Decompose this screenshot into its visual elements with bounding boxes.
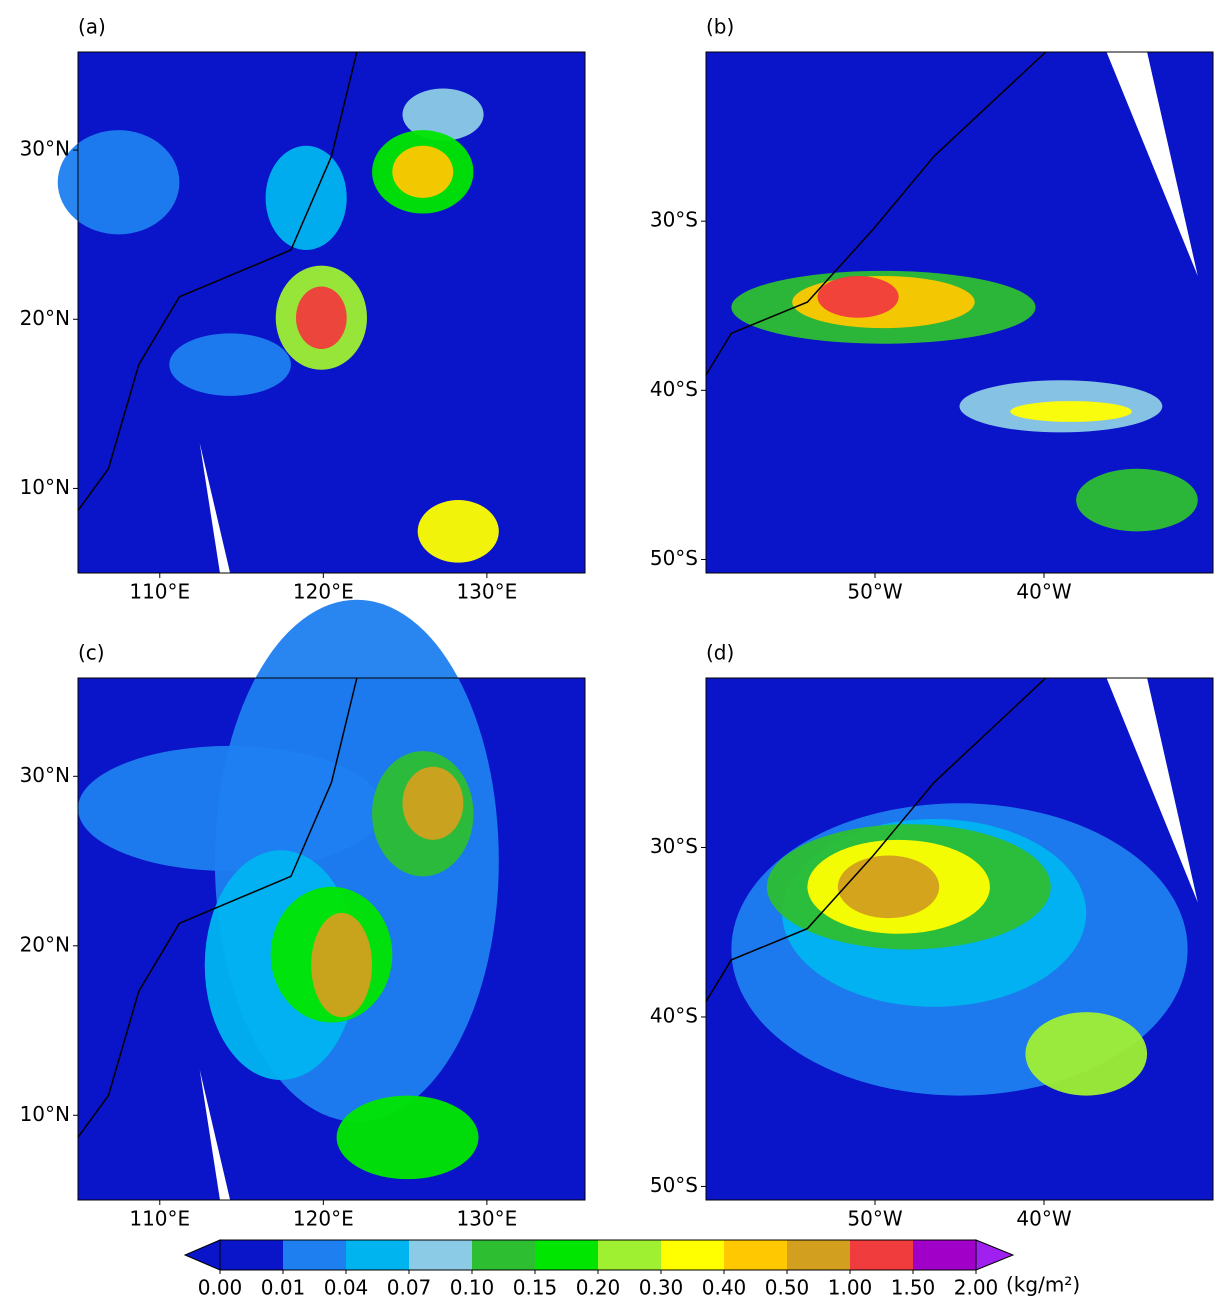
y-tick-label: 40°S bbox=[650, 1003, 698, 1027]
precip-area bbox=[402, 766, 464, 840]
colorbar-under bbox=[183, 1239, 221, 1271]
swath-gap bbox=[1106, 52, 1198, 277]
colorbar-segment bbox=[661, 1240, 725, 1270]
y-tick-label: 10°N bbox=[20, 475, 70, 499]
x-tick-label: 40°W bbox=[1016, 1207, 1071, 1231]
precip-area bbox=[417, 500, 499, 563]
y-tick-label: 40°S bbox=[650, 377, 698, 401]
x-tick-label: 110°E bbox=[129, 580, 190, 604]
precip-area bbox=[336, 1095, 479, 1180]
precip-area bbox=[1076, 468, 1198, 532]
colorbar-tick-label: 0.20 bbox=[576, 1276, 621, 1300]
y-tick-label: 30°S bbox=[650, 834, 698, 858]
x-tick-label: 130°E bbox=[456, 1207, 517, 1231]
y-tick-label: 20°N bbox=[20, 306, 70, 330]
colorbar-segment bbox=[598, 1240, 662, 1270]
coastline bbox=[77, 51, 358, 511]
panel-frame bbox=[705, 677, 1214, 1201]
map-panel bbox=[57, 51, 586, 574]
map-panel bbox=[77, 599, 586, 1201]
panel-label: (b) bbox=[706, 15, 734, 39]
swath-gap bbox=[1106, 678, 1198, 903]
precip-area bbox=[169, 333, 291, 396]
x-tick-label: 40°W bbox=[1016, 580, 1071, 604]
map-panel bbox=[705, 677, 1214, 1201]
y-tick-label: 30°N bbox=[20, 763, 70, 787]
colorbar-segment bbox=[787, 1240, 851, 1270]
colorbar-tick-label: 0.01 bbox=[261, 1276, 306, 1300]
precip-area bbox=[1025, 1012, 1148, 1096]
colorbar-tick-label: 0.10 bbox=[450, 1276, 495, 1300]
panel-label: (c) bbox=[78, 641, 105, 665]
panel-label: (d) bbox=[706, 641, 734, 665]
swath-gap bbox=[199, 442, 231, 573]
colorbar-segment bbox=[409, 1240, 473, 1270]
colorbar-tick-label: 1.00 bbox=[828, 1276, 873, 1300]
precip-area bbox=[1010, 401, 1132, 422]
x-tick-label: 130°E bbox=[456, 580, 517, 604]
panel-frame bbox=[77, 677, 586, 1201]
coastline bbox=[705, 51, 1047, 376]
x-tick-label: 120°E bbox=[293, 580, 354, 604]
y-tick-label: 10°N bbox=[20, 1102, 70, 1126]
colorbar-over bbox=[975, 1239, 1015, 1271]
colorbar-tick-label: 0.15 bbox=[513, 1276, 558, 1300]
colorbar-segment bbox=[346, 1240, 410, 1270]
colorbar-segment bbox=[850, 1240, 914, 1270]
x-tick-label: 50°W bbox=[847, 1207, 902, 1231]
precip-area bbox=[837, 855, 940, 919]
y-tick-label: 50°S bbox=[650, 1173, 698, 1197]
precip-area bbox=[817, 276, 899, 318]
colorbar-tick-label: 0.07 bbox=[387, 1276, 432, 1300]
swath-gap bbox=[199, 1069, 231, 1200]
colorbar-segment bbox=[220, 1240, 284, 1270]
colorbar-tick-label: 0.30 bbox=[639, 1276, 684, 1300]
y-tick-label: 20°N bbox=[20, 932, 70, 956]
y-tick-label: 30°N bbox=[20, 137, 70, 161]
x-tick-label: 120°E bbox=[293, 1207, 354, 1231]
precip-area bbox=[296, 286, 347, 349]
y-tick-label: 30°S bbox=[650, 208, 698, 232]
panel-frame bbox=[705, 51, 1214, 574]
panel-frame bbox=[77, 51, 586, 574]
colorbar-tick-label: 0.50 bbox=[765, 1276, 810, 1300]
x-tick-label: 110°E bbox=[129, 1207, 190, 1231]
colorbar-segment bbox=[283, 1240, 347, 1270]
precip-area bbox=[402, 88, 484, 141]
coastline bbox=[77, 677, 358, 1138]
x-tick-label: 50°W bbox=[847, 580, 902, 604]
colorbar-tick-label: 0.00 bbox=[198, 1276, 243, 1300]
precip-area bbox=[265, 145, 347, 250]
colorbar-tick-label: 0.04 bbox=[324, 1276, 369, 1300]
colorbar-tick-label: 0.40 bbox=[702, 1276, 747, 1300]
panel-label: (a) bbox=[78, 15, 106, 39]
precip-area bbox=[392, 145, 454, 198]
colorbar-segment bbox=[472, 1240, 536, 1270]
precip-area bbox=[57, 130, 180, 235]
colorbar-segment bbox=[724, 1240, 788, 1270]
coastline bbox=[705, 677, 1047, 1003]
y-tick-label: 50°S bbox=[650, 546, 698, 570]
colorbar-segment bbox=[913, 1240, 977, 1270]
map-panel bbox=[705, 51, 1214, 574]
colorbar-tick-label: 2.00 bbox=[954, 1276, 999, 1300]
colorbar-tick-label: 1.50 bbox=[891, 1276, 936, 1300]
colorbar-unit: (kg/m²) bbox=[1006, 1273, 1080, 1297]
precip-area bbox=[311, 912, 373, 1018]
colorbar-segment bbox=[535, 1240, 599, 1270]
